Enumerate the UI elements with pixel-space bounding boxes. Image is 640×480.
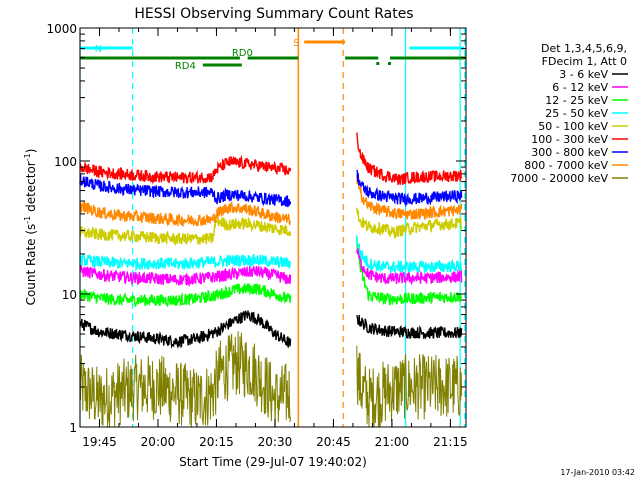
series-2-line-1 <box>79 283 292 308</box>
series-5-line-2 <box>356 132 463 186</box>
legend-label-8: 7000 - 20000 keV <box>510 172 608 185</box>
x-tick-label-0: 19:45 <box>82 435 117 449</box>
series-7-line-2 <box>356 175 463 221</box>
series-8-line-2 <box>356 345 463 428</box>
legend-label-6: 300 - 800 keV <box>531 146 608 159</box>
legend-header-2: FDecim 1, Att 0 <box>542 55 627 68</box>
legend-label-2: 12 - 25 keV <box>545 94 608 107</box>
y-tick-label-0: 1 <box>69 421 77 435</box>
series-1-line-1 <box>79 264 292 287</box>
legend-label-3: 25 - 50 keV <box>545 107 608 120</box>
series-3-line-1 <box>79 252 291 272</box>
y-axis-label-end: ) <box>24 149 38 154</box>
series-8-line-1 <box>79 331 291 428</box>
rd4-label: RD4 <box>175 61 196 72</box>
legend-label-4: 50 - 100 keV <box>538 120 608 133</box>
series-2-line-2 <box>356 236 463 306</box>
x-tick-label-5: 21:00 <box>375 435 410 449</box>
x-tick-label-6: 21:15 <box>433 435 468 449</box>
y-tick-label-3: 1000 <box>46 22 77 36</box>
chart-title: HESSI Observing Summary Count Rates <box>134 6 413 22</box>
x-tick-label-3: 20:30 <box>258 435 293 449</box>
y-axis-label-main: Count Rate (s <box>24 224 38 306</box>
y-tick-label-1: 10 <box>62 288 77 302</box>
rd0-gap-tick-0 <box>376 62 380 65</box>
x-axis-label: Start Time (29-Jul-07 19:40:02) <box>179 455 367 469</box>
y-axis-label-mid: detector <box>24 161 38 216</box>
legend-label-7: 800 - 7000 keV <box>524 159 608 172</box>
series-7-line-1 <box>79 200 291 228</box>
series-1-line-2 <box>356 248 463 286</box>
y-tick-label-2: 100 <box>54 155 77 169</box>
legend-label-1: 6 - 12 keV <box>552 81 608 94</box>
series-5-line-1 <box>79 154 292 185</box>
legend: Det 1,3,4,5,6,9, FDecim 1, Att 0 3 - 6 k… <box>510 42 628 185</box>
n-label: N <box>95 44 102 55</box>
x-tick-label-4: 20:45 <box>316 435 351 449</box>
series-6-line-2 <box>356 169 463 208</box>
rd0-gap-tick-1 <box>387 62 391 65</box>
y-axis-label: Count Rate (s-1 detector-1) <box>23 149 38 306</box>
series-6-line-1 <box>79 174 292 208</box>
plot-frame <box>79 27 467 428</box>
rd0-label: RD0 <box>232 48 253 59</box>
footer-timestamp: 17-Jan-2010 03:42 <box>560 468 635 477</box>
legend-label-5: 100 - 300 keV <box>531 133 608 146</box>
y-axis-label-exp2: -1 <box>23 153 32 161</box>
series-4-line-2 <box>356 207 463 239</box>
series-0-line-2 <box>356 314 463 340</box>
series-4-line-1 <box>79 215 292 247</box>
x-tick-label-2: 20:15 <box>199 435 234 449</box>
legend-header-1: Det 1,3,4,5,6,9, <box>541 42 627 55</box>
x-tick-label-1: 20:00 <box>141 435 176 449</box>
series-0-line-1 <box>79 310 292 350</box>
axis-ticks: 19:45 20:00 20:15 20:30 20:45 21:00 21:15 1 10 10… <box>46 22 467 449</box>
s-label: S <box>293 38 299 49</box>
series-3-line-2 <box>356 235 463 274</box>
legend-label-0: 3 - 6 keV <box>559 68 608 81</box>
plot-area: N S RD0 RD4 <box>79 28 466 428</box>
y-axis-label-exp1: -1 <box>23 216 32 224</box>
